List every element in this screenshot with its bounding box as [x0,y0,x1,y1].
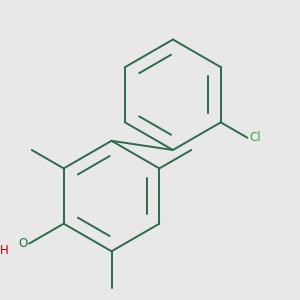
Text: Cl: Cl [250,131,261,144]
Text: O: O [18,237,28,250]
Text: H: H [0,244,8,257]
